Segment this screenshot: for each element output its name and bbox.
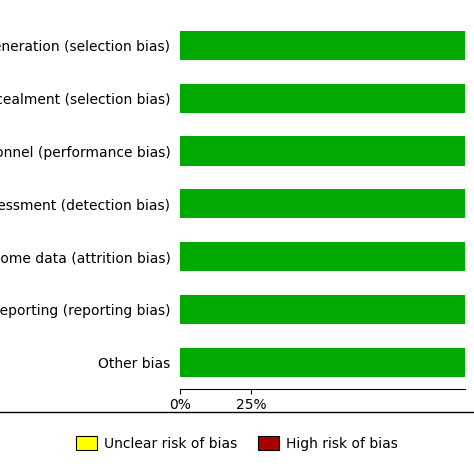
Legend: Unclear risk of bias, High risk of bias: Unclear risk of bias, High risk of bias — [76, 436, 398, 451]
Bar — [180, 295, 465, 324]
Bar — [180, 348, 465, 377]
Bar — [180, 31, 465, 60]
Bar — [180, 242, 465, 271]
Bar — [180, 137, 465, 165]
Bar — [180, 189, 465, 219]
Bar — [180, 84, 465, 113]
